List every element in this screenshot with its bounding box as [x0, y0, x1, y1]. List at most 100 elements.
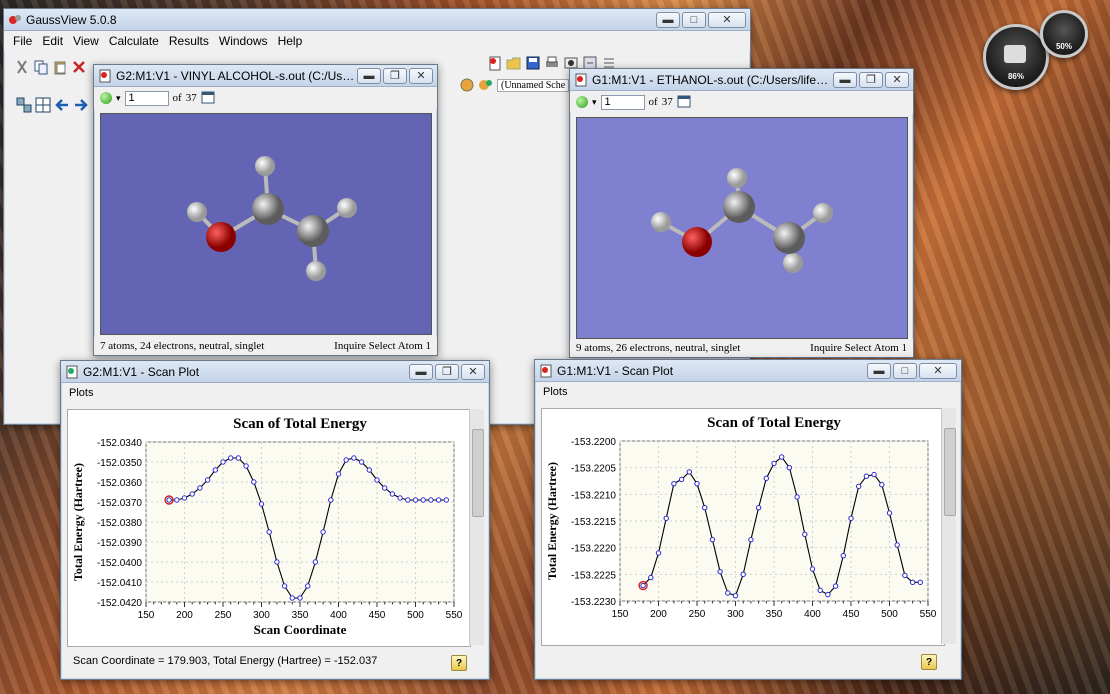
scan-plot-titlebar[interactable]: G1:M1:V1 - Scan Plot ▬ □ ✕: [535, 360, 961, 382]
data-point: [755, 504, 762, 511]
restore-button[interactable]: ❐: [859, 71, 883, 88]
grid-icon[interactable]: [35, 97, 51, 113]
oxygen-atom[interactable]: [682, 227, 712, 257]
scrollbar-thumb[interactable]: [472, 429, 484, 517]
main-titlebar[interactable]: GaussView 5.0.8 ▬ □ ✕: [4, 9, 750, 31]
x-tick-label: 450: [843, 609, 860, 620]
hydrogen-atom[interactable]: [651, 212, 671, 232]
unnamed-scheme-select[interactable]: (Unnamed Sche: [497, 78, 570, 92]
print-icon[interactable]: [544, 55, 560, 71]
of-label: of: [172, 92, 182, 104]
menu-results[interactable]: Results: [168, 34, 209, 48]
data-point: [312, 559, 319, 565]
play-ball-icon[interactable]: [100, 92, 112, 104]
carbon-atom[interactable]: [723, 191, 755, 223]
hydrogen-atom[interactable]: [727, 168, 747, 188]
calendar-icon[interactable]: [201, 90, 217, 106]
scan-plot-titlebar[interactable]: G2:M1:V1 - Scan Plot ▬ ❐ ✕: [61, 361, 489, 383]
plot-canvas[interactable]: -153.2200 -153.2205 -153.2210 -153.2215 -153…: [541, 408, 945, 646]
minimize-button[interactable]: ▬: [867, 362, 891, 379]
carbon-atom[interactable]: [297, 215, 329, 247]
y-tick-label: -153.2200: [571, 437, 616, 448]
save-icon[interactable]: [525, 55, 541, 71]
frame-spinbox[interactable]: 1: [600, 94, 645, 110]
maximize-button[interactable]: □: [682, 11, 706, 28]
cut-icon[interactable]: [14, 59, 30, 75]
plots-menu[interactable]: Plots: [543, 386, 568, 398]
document-icon: [98, 69, 112, 83]
close-button[interactable]: ✕: [885, 71, 909, 88]
y-tick-label: -152.0380: [97, 518, 142, 529]
oxygen-atom[interactable]: [206, 222, 236, 252]
ethanol-titlebar[interactable]: G1:M1:V1 - ETHANOL-s.out (C:/Users/life/…: [570, 69, 913, 91]
hydrogen-atom[interactable]: [783, 253, 803, 273]
plot-canvas[interactable]: -152.0340 -152.0350 -152.0360 -152.0370 -152…: [67, 409, 471, 647]
minimize-button[interactable]: ▬: [409, 363, 433, 380]
y-tick-label: -152.0390: [97, 538, 142, 549]
calendar-icon[interactable]: [677, 94, 693, 110]
hydrogen-atom[interactable]: [337, 198, 357, 218]
molecule-info: 9 atoms, 26 electrons, neutral, singlet: [576, 342, 741, 354]
maximize-button[interactable]: □: [893, 362, 917, 379]
delete-icon[interactable]: [71, 59, 87, 75]
minimize-button[interactable]: ▬: [357, 67, 381, 84]
close-button[interactable]: ✕: [708, 11, 746, 28]
menu-file[interactable]: File: [13, 34, 33, 48]
toolbar-right-2: (Unnamed Sche: [459, 77, 570, 93]
y-tick-label: -153.2225: [571, 570, 616, 581]
back-arrow-icon[interactable]: [54, 97, 70, 113]
y-tick-label: -152.0400: [97, 558, 142, 569]
data-point: [405, 497, 411, 503]
copy-icon[interactable]: [33, 59, 49, 75]
menu-help[interactable]: Help: [277, 34, 303, 48]
carbon-atom[interactable]: [773, 222, 805, 254]
minimize-button[interactable]: ▬: [833, 71, 857, 88]
data-point: [640, 582, 646, 589]
data-point: [817, 587, 823, 594]
help-icon[interactable]: ?: [451, 655, 467, 671]
menu-view[interactable]: View: [73, 34, 99, 48]
dropdown-arrow-icon[interactable]: ▾: [592, 96, 597, 107]
vinyl-window-title: G2:M1:V1 - VINYL ALCOHOL-s.out (C:/Users…: [116, 68, 355, 83]
close-button[interactable]: ✕: [409, 67, 433, 84]
scrollbar-thumb[interactable]: [944, 428, 956, 516]
list-icon[interactable]: [601, 55, 617, 71]
vinyl-alcohol-window: G2:M1:V1 - VINYL ALCOHOL-s.out (C:/Users…: [93, 64, 438, 356]
menu-windows[interactable]: Windows: [218, 34, 268, 48]
data-point: [335, 471, 342, 477]
minimize-button[interactable]: ▬: [656, 11, 680, 28]
group-icon[interactable]: [478, 77, 494, 93]
help-icon[interactable]: ?: [921, 654, 937, 670]
builder-icon[interactable]: [459, 77, 475, 93]
data-point: [686, 469, 693, 475]
dropdown-arrow-icon[interactable]: ▾: [116, 92, 121, 103]
hydrogen-atom[interactable]: [813, 203, 833, 223]
new-icon[interactable]: [487, 55, 503, 71]
play-ball-icon[interactable]: [576, 96, 588, 108]
restore-button[interactable]: ❐: [435, 363, 459, 380]
open-folder-icon[interactable]: [506, 55, 522, 71]
of-label: of: [648, 96, 658, 108]
plot-scrollbar[interactable]: [469, 409, 484, 645]
frame-spinbox[interactable]: 1: [124, 90, 169, 106]
tile-windows-icon[interactable]: [16, 97, 32, 113]
menu-calculate[interactable]: Calculate: [108, 34, 159, 48]
close-button[interactable]: ✕: [461, 363, 485, 380]
data-point: [266, 529, 272, 535]
restore-button[interactable]: ❐: [383, 67, 407, 84]
plot-scrollbar[interactable]: [941, 408, 956, 644]
paste-icon[interactable]: [52, 59, 68, 75]
carbon-atom[interactable]: [252, 193, 284, 225]
hydrogen-atom[interactable]: [187, 202, 207, 222]
menu-edit[interactable]: Edit: [42, 34, 64, 48]
hydrogen-atom[interactable]: [255, 156, 275, 176]
cpu-gauge: 86%: [983, 24, 1049, 90]
vinyl-titlebar[interactable]: G2:M1:V1 - VINYL ALCOHOL-s.out (C:/Users…: [94, 65, 437, 87]
plots-menu[interactable]: Plots: [69, 387, 94, 399]
forward-arrow-icon[interactable]: [73, 97, 89, 113]
hydrogen-atom[interactable]: [306, 261, 326, 281]
x-axis-label: Scan Coordinate: [254, 622, 347, 637]
vinyl-molecule-view[interactable]: [100, 113, 432, 335]
ethanol-molecule-view[interactable]: [576, 117, 908, 339]
close-button[interactable]: ✕: [919, 362, 957, 379]
